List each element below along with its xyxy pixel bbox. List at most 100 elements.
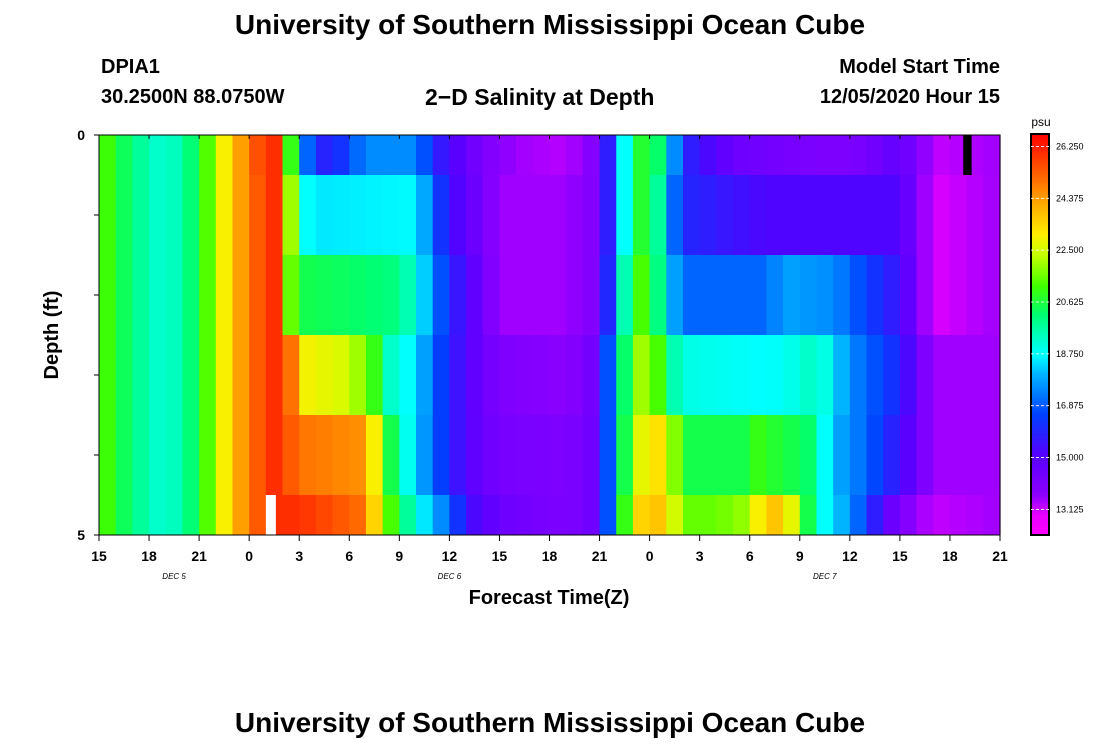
heatmap-cell [365, 495, 384, 535]
x-tick-label: 0 [245, 548, 253, 564]
heatmap-cell [499, 415, 517, 495]
missing-data-cell [963, 135, 972, 175]
heatmap-cell [566, 175, 584, 255]
heatmap-cell [916, 415, 934, 495]
heatmap-cell [99, 335, 117, 415]
heatmap-cell [883, 175, 901, 255]
heatmap-cell [399, 175, 417, 255]
x-tick-label: 3 [696, 548, 704, 564]
heatmap-cell [499, 335, 517, 415]
heatmap-cell [883, 135, 901, 175]
heatmap-cell [566, 335, 584, 415]
heatmap-cell [516, 255, 534, 335]
heatmap-cell [682, 175, 701, 255]
heatmap-cell [799, 135, 818, 175]
colorbar-tick-label: 16.875 [1056, 401, 1084, 411]
heatmap-cell [582, 135, 601, 175]
heatmap-cell [733, 335, 751, 415]
heatmap-cell [199, 135, 217, 175]
heatmap-cell [416, 255, 434, 335]
heatmap-cell [766, 335, 784, 415]
station-id: DPIA1 [101, 56, 160, 78]
missing-data-masks [265, 135, 972, 535]
heatmap-cell [582, 335, 601, 415]
heatmap-cell [549, 135, 567, 175]
heatmap-cell [482, 335, 501, 415]
model-start-label: Model Start Time [839, 56, 1000, 78]
heatmap-cell [783, 255, 801, 335]
heatmap-cell [265, 415, 284, 495]
heatmap-cell [799, 415, 818, 495]
heatmap-cell [749, 255, 768, 335]
colorbar-tick-label: 15.000 [1056, 453, 1084, 463]
heatmap-cell [199, 495, 217, 535]
heatmap-cell [299, 415, 317, 495]
heatmap-cell [449, 135, 467, 175]
heatmap-cell [182, 415, 200, 495]
heatmap-cell [916, 135, 934, 175]
heatmap-cell [616, 415, 634, 495]
heatmap-cell [816, 175, 834, 255]
heatmap-cell [582, 175, 601, 255]
heatmap-cell [466, 135, 484, 175]
heatmap-cell [249, 495, 267, 535]
heatmap-cell [466, 335, 484, 415]
heatmap-cell [833, 135, 851, 175]
heatmap-cell [365, 255, 384, 335]
heatmap-cell [766, 255, 784, 335]
footer-title: University of Southern Mississippi Ocean… [234, 707, 866, 738]
heatmap-cell [632, 335, 651, 415]
heatmap-cell [365, 335, 384, 415]
heatmap-cell [616, 335, 634, 415]
heatmap-cell [449, 335, 467, 415]
heatmap-cell [966, 255, 984, 335]
heatmap-cell [682, 135, 701, 175]
heatmap-cell [599, 135, 617, 175]
colorbar-unit: psu [1031, 115, 1050, 129]
heatmap-cell [983, 255, 1001, 335]
heatmap-cells [99, 135, 1001, 535]
heatmap-cell [165, 175, 184, 255]
heatmap-cell [749, 415, 768, 495]
heatmap-cell [566, 255, 584, 335]
heatmap-cell [365, 415, 384, 495]
heatmap-cell [899, 255, 918, 335]
heatmap-cell [249, 255, 267, 335]
heatmap-cell [816, 255, 834, 335]
heatmap-cell [482, 135, 501, 175]
heatmap-cell [516, 175, 534, 255]
heatmap-cell [582, 255, 601, 335]
heatmap-cell [165, 415, 184, 495]
heatmap-cell [115, 415, 133, 495]
heatmap-cell [849, 335, 868, 415]
heatmap-cell [916, 255, 934, 335]
heatmap-cell [766, 175, 784, 255]
heatmap-cell [749, 495, 768, 535]
heatmap-cell [149, 135, 167, 175]
heatmap-cell [532, 175, 551, 255]
heatmap-cell [599, 175, 617, 255]
heatmap-cell [549, 335, 567, 415]
heatmap-cell [899, 415, 918, 495]
heatmap-cell [265, 335, 284, 415]
heatmap-cell [232, 495, 250, 535]
heatmap-cell [432, 135, 450, 175]
heatmap-cell [399, 495, 417, 535]
heatmap-cell [249, 175, 267, 255]
heatmap-cell [549, 175, 567, 255]
x-tick-label: 15 [892, 548, 908, 564]
heatmap-cell [182, 175, 200, 255]
heatmap-cell [933, 135, 951, 175]
heatmap-cell [899, 135, 918, 175]
heatmap-cell [165, 335, 184, 415]
heatmap-cell [899, 175, 918, 255]
heatmap-cell [682, 255, 701, 335]
heatmap-cell [382, 175, 400, 255]
heatmap-cell [282, 495, 300, 535]
heatmap-cell [699, 335, 717, 415]
heatmap-cell [232, 135, 250, 175]
heatmap-cell [265, 255, 284, 335]
heatmap-cell [716, 135, 734, 175]
heatmap-cell [382, 495, 400, 535]
heatmap-cell [132, 335, 150, 415]
